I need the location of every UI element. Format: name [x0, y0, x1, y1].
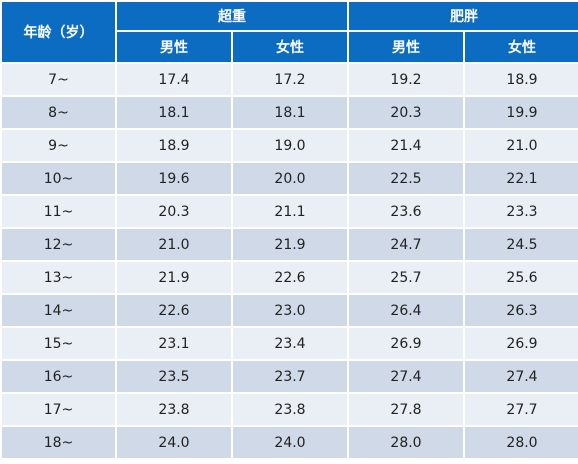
table-row: 10~ 19.6 20.0 22.5 22.1	[0, 161, 578, 196]
table-row: 16~ 23.5 23.7 27.4 27.4	[0, 359, 578, 394]
age-cell: 15~	[0, 326, 117, 361]
obese-female-header: 女性	[463, 30, 578, 64]
table-row: 7~ 17.4 17.2 19.2 18.9	[0, 62, 578, 97]
overweight-male-cell: 23.5	[115, 359, 233, 394]
obese-female-cell: 23.3	[463, 194, 578, 229]
obese-male-cell: 24.7	[347, 227, 465, 262]
obese-male-cell: 19.2	[347, 62, 465, 97]
overweight-male-cell: 22.6	[115, 293, 233, 328]
obese-female-cell: 22.1	[463, 161, 578, 196]
overweight-female-cell: 21.9	[231, 227, 349, 262]
table-row: 9~ 18.9 19.0 21.4 21.0	[0, 128, 578, 163]
obese-female-cell: 27.7	[463, 392, 578, 427]
obese-female-cell: 26.3	[463, 293, 578, 328]
age-cell: 17~	[0, 392, 117, 427]
obese-female-cell: 19.9	[463, 95, 578, 130]
obese-male-cell: 25.7	[347, 260, 465, 295]
overweight-male-cell: 21.9	[115, 260, 233, 295]
obese-male-cell: 27.4	[347, 359, 465, 394]
obese-male-cell: 26.9	[347, 326, 465, 361]
overweight-male-cell: 18.9	[115, 128, 233, 163]
header-row-groups: 年龄（岁） 超重 肥胖	[0, 0, 578, 64]
obese-female-cell: 27.4	[463, 359, 578, 394]
overweight-group-header: 超重	[115, 0, 349, 32]
overweight-male-cell: 23.1	[115, 326, 233, 361]
obese-female-cell: 24.5	[463, 227, 578, 262]
age-cell: 18~	[0, 425, 117, 460]
age-cell: 11~	[0, 194, 117, 229]
table-header: 年龄（岁） 超重 肥胖 男性 女性 男性 女性	[0, 0, 578, 64]
obese-male-cell: 21.4	[347, 128, 465, 163]
overweight-male-cell: 19.6	[115, 161, 233, 196]
obese-female-cell: 25.6	[463, 260, 578, 295]
table-row: 8~ 18.1 18.1 20.3 19.9	[0, 95, 578, 130]
overweight-male-cell: 23.8	[115, 392, 233, 427]
overweight-female-cell: 19.0	[231, 128, 349, 163]
table-row: 15~ 23.1 23.4 26.9 26.9	[0, 326, 578, 361]
table-row: 13~ 21.9 22.6 25.7 25.6	[0, 260, 578, 295]
age-cell: 9~	[0, 128, 117, 163]
table-body: 7~ 17.4 17.2 19.2 18.9 8~ 18.1 18.1 20.3 19.9 9~ 18…	[0, 62, 578, 460]
table-row: 12~ 21.0 21.9 24.7 24.5	[0, 227, 578, 262]
obese-female-cell: 26.9	[463, 326, 578, 361]
age-cell: 12~	[0, 227, 117, 262]
obese-male-cell: 23.6	[347, 194, 465, 229]
age-cell: 13~	[0, 260, 117, 295]
overweight-female-cell: 23.0	[231, 293, 349, 328]
overweight-female-cell: 21.1	[231, 194, 349, 229]
table-row: 11~ 20.3 21.1 23.6 23.3	[0, 194, 578, 229]
overweight-female-header: 女性	[231, 30, 349, 64]
obese-male-cell: 20.3	[347, 95, 465, 130]
obese-female-cell: 28.0	[463, 425, 578, 460]
table-row: 18~ 24.0 24.0 28.0 28.0	[0, 425, 578, 460]
overweight-male-cell: 18.1	[115, 95, 233, 130]
overweight-male-cell: 24.0	[115, 425, 233, 460]
overweight-female-cell: 18.1	[231, 95, 349, 130]
age-cell: 16~	[0, 359, 117, 394]
obese-male-cell: 22.5	[347, 161, 465, 196]
age-cell: 10~	[0, 161, 117, 196]
obese-male-header: 男性	[347, 30, 465, 64]
age-column-header: 年龄（岁）	[0, 0, 117, 64]
obese-female-cell: 18.9	[463, 62, 578, 97]
obese-male-cell: 27.8	[347, 392, 465, 427]
header-row-sex: 男性 女性 男性 女性	[1, 30, 578, 64]
overweight-male-cell: 20.3	[115, 194, 233, 229]
overweight-male-header: 男性	[115, 30, 233, 64]
obese-male-cell: 28.0	[347, 425, 465, 460]
overweight-male-cell: 21.0	[115, 227, 233, 262]
overweight-female-cell: 24.0	[231, 425, 349, 460]
overweight-male-cell: 17.4	[115, 62, 233, 97]
overweight-female-cell: 23.4	[231, 326, 349, 361]
overweight-female-cell: 17.2	[231, 62, 349, 97]
overweight-female-cell: 20.0	[231, 161, 349, 196]
obese-group-header: 肥胖	[347, 0, 578, 32]
overweight-female-cell: 23.8	[231, 392, 349, 427]
obese-female-cell: 21.0	[463, 128, 578, 163]
overweight-female-cell: 23.7	[231, 359, 349, 394]
table-row: 14~ 22.6 23.0 26.4 26.3	[0, 293, 578, 328]
age-cell: 8~	[0, 95, 117, 130]
age-cell: 7~	[0, 62, 117, 97]
obese-male-cell: 26.4	[347, 293, 465, 328]
table-row: 17~ 23.8 23.8 27.8 27.7	[0, 392, 578, 427]
overweight-female-cell: 22.6	[231, 260, 349, 295]
age-cell: 14~	[0, 293, 117, 328]
